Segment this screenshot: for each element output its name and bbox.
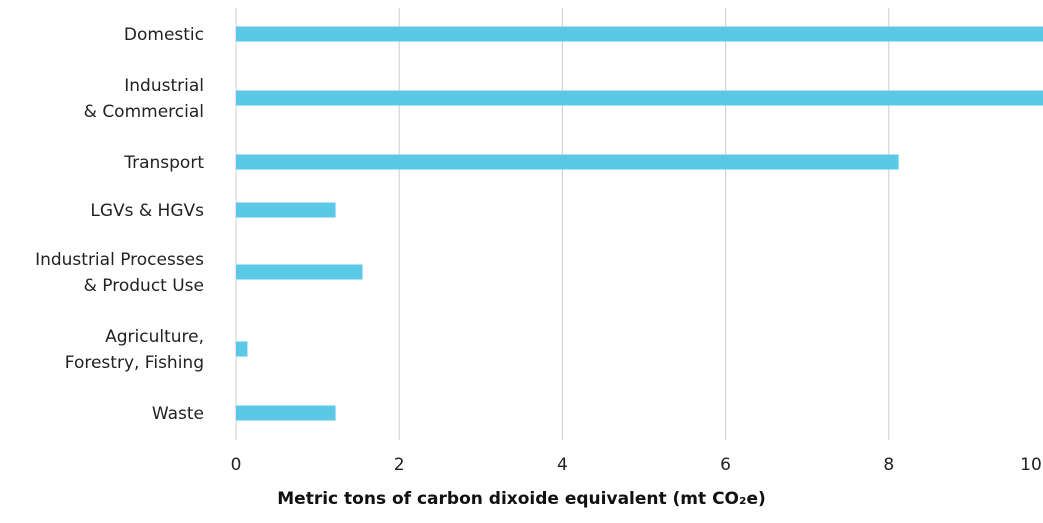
bar-3 bbox=[236, 202, 336, 218]
bar-2 bbox=[236, 154, 899, 170]
bar-0 bbox=[236, 26, 1043, 42]
category-label-1-0: Industrial bbox=[124, 76, 204, 96]
bar-4 bbox=[236, 264, 363, 280]
category-label-2-0: Transport bbox=[123, 153, 204, 173]
category-label-4-1: & Product Use bbox=[84, 276, 204, 296]
category-labels: Domestic Industrial & Commercial Transport L… bbox=[35, 25, 204, 424]
x-tick-label-4: 4 bbox=[557, 455, 568, 475]
category-label-5-1: Forestry, Fishing bbox=[65, 353, 204, 373]
x-tick-labels: 0 2 4 6 8 10 bbox=[231, 455, 1042, 475]
category-label-6-0: Waste bbox=[152, 404, 204, 424]
x-tick-label-10: 10 bbox=[1020, 455, 1042, 475]
category-label-0-0: Domestic bbox=[124, 25, 204, 45]
category-label-3-0: LGVs & HGVs bbox=[90, 201, 204, 221]
grid-lines bbox=[235, 8, 890, 440]
bar-5 bbox=[236, 341, 248, 357]
x-tick-label-2: 2 bbox=[394, 455, 405, 475]
x-tick-label-6: 6 bbox=[720, 455, 731, 475]
x-axis-title: Metric tons of carbon dixoide equivalent… bbox=[277, 489, 766, 509]
category-label-1-1: & Commercial bbox=[84, 102, 204, 122]
bar-1 bbox=[236, 90, 1043, 106]
bar-6 bbox=[236, 405, 336, 421]
x-tick-label-0: 0 bbox=[231, 455, 242, 475]
x-tick-label-8: 8 bbox=[883, 455, 894, 475]
category-label-5-0: Agriculture, bbox=[105, 327, 204, 347]
bars-group bbox=[236, 26, 1043, 421]
category-label-4-0: Industrial Processes bbox=[35, 250, 204, 270]
